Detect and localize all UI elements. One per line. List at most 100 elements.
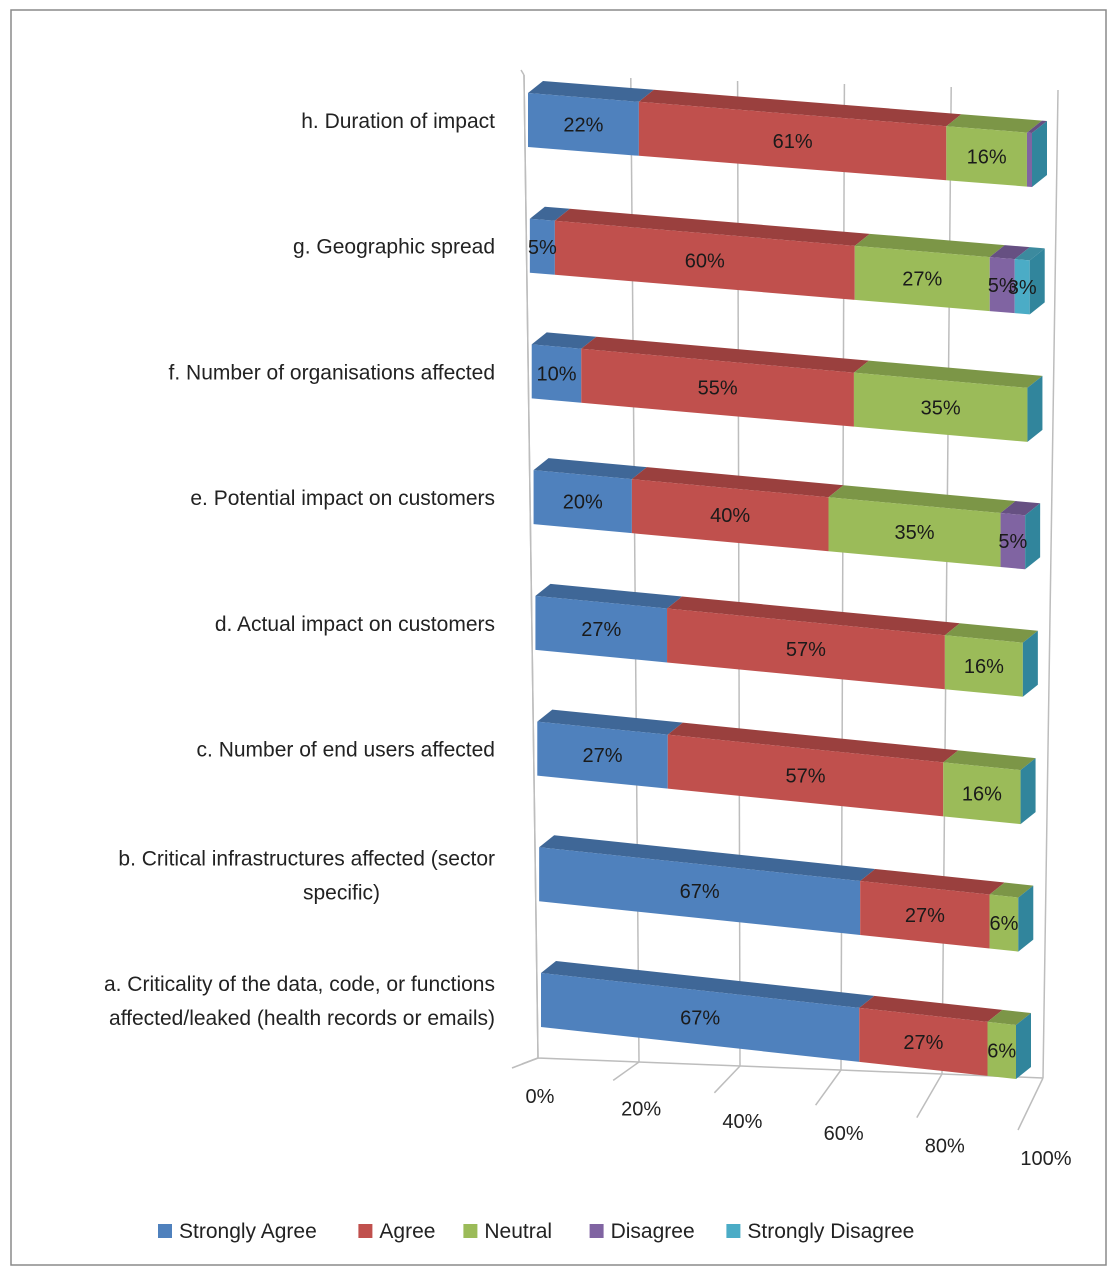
category-label: b. Critical infrastructures affected (se… bbox=[118, 847, 495, 904]
bar-top-face bbox=[946, 114, 1042, 133]
bar-end-face bbox=[1025, 503, 1041, 570]
bar-top-face bbox=[581, 336, 869, 373]
data-label: 40% bbox=[710, 505, 750, 527]
bar-top-face bbox=[1000, 501, 1041, 516]
bar-segment bbox=[638, 101, 947, 181]
data-label: 57% bbox=[786, 639, 826, 661]
bar-segment bbox=[860, 880, 990, 949]
bar-top-face bbox=[529, 206, 570, 221]
bars: 67% 27% 6% 67% 27% 6% 27% 57% 16% 27% 57% 16% 20% 40%… bbox=[528, 81, 1047, 1079]
floor-gridline bbox=[814, 1069, 842, 1106]
legend-swatch bbox=[158, 1224, 172, 1238]
legend-swatch bbox=[463, 1224, 478, 1238]
x-tick-label: 100% bbox=[1020, 1148, 1071, 1170]
category-label: f. Number of organisations affected bbox=[169, 361, 495, 384]
category-label: h. Duration of impact bbox=[301, 110, 495, 133]
data-label: 57% bbox=[785, 766, 825, 788]
legend: Strongly Agree Agree Neutral Disagree Strong… bbox=[158, 1220, 914, 1243]
category-label-line: c. Number of end users affected bbox=[197, 739, 495, 762]
floor-gridline bbox=[713, 1065, 741, 1094]
bar-top-face bbox=[1026, 120, 1047, 133]
axis-walls bbox=[520, 69, 1044, 1079]
bar-end-face bbox=[1016, 1013, 1031, 1079]
bar-segment bbox=[853, 372, 1028, 442]
data-label: 27% bbox=[581, 619, 621, 641]
floor-gridline bbox=[1017, 1077, 1044, 1131]
bar-top-face bbox=[828, 485, 1016, 514]
category-label-line: d. Actual impact on customers bbox=[215, 613, 495, 636]
data-label: 27% bbox=[905, 905, 945, 927]
bar-segment bbox=[946, 126, 1027, 187]
bar-segment bbox=[667, 734, 944, 817]
bar-segment bbox=[989, 257, 1015, 314]
bar-top-face bbox=[943, 750, 1036, 771]
data-label: 6% bbox=[987, 1040, 1016, 1062]
category-label-line: specific) bbox=[303, 881, 380, 904]
bar-top-face bbox=[944, 623, 1038, 643]
data-label: 67% bbox=[680, 1007, 720, 1029]
bar-segment bbox=[989, 894, 1019, 952]
data-label: 35% bbox=[921, 397, 961, 419]
bar-end-face bbox=[1029, 248, 1045, 315]
x-tick-label: 40% bbox=[722, 1111, 762, 1133]
x-tick-label: 0% bbox=[526, 1086, 555, 1108]
bar-top-face bbox=[554, 208, 870, 246]
bar-segment bbox=[554, 220, 855, 300]
bar-segment bbox=[987, 1021, 1016, 1079]
bar-segment bbox=[631, 479, 829, 552]
bar-top-face bbox=[528, 81, 654, 102]
data-label: 5% bbox=[988, 275, 1017, 297]
data-label: 67% bbox=[680, 881, 720, 903]
bar-segment bbox=[944, 635, 1023, 697]
data-label: 16% bbox=[967, 146, 1007, 168]
bar-top-face bbox=[1014, 247, 1045, 261]
bar-top-face bbox=[631, 467, 844, 498]
x-tick-label: 60% bbox=[824, 1123, 864, 1145]
bar-end-face bbox=[1022, 630, 1038, 697]
bar-top-face bbox=[535, 583, 683, 609]
bar-top-face bbox=[987, 1009, 1031, 1025]
bar-segment bbox=[531, 344, 582, 403]
bar-segment bbox=[854, 245, 990, 312]
x-axis-ticks: 0% 20% 40% 60% 80% 100% bbox=[526, 1086, 1072, 1170]
category-label-line: e. Potential impact on customers bbox=[190, 487, 495, 510]
bar-top-face bbox=[539, 835, 876, 881]
bar-end-face bbox=[1020, 758, 1036, 825]
legend-swatch bbox=[589, 1224, 604, 1238]
bar-end-face bbox=[1032, 121, 1047, 187]
data-label: 61% bbox=[773, 131, 813, 153]
legend-label: Strongly Agree bbox=[179, 1220, 317, 1243]
bar-segment bbox=[533, 470, 632, 534]
data-label: 16% bbox=[962, 783, 1002, 805]
category-label-line: f. Number of organisations affected bbox=[169, 361, 495, 384]
bar-segment bbox=[1000, 513, 1026, 570]
legend-swatch bbox=[358, 1224, 373, 1238]
bar-segment bbox=[943, 762, 1021, 825]
x-tick-label: 80% bbox=[925, 1136, 965, 1158]
data-label: 27% bbox=[583, 745, 623, 767]
bar-top-face bbox=[989, 882, 1034, 898]
bar-segment bbox=[539, 847, 861, 935]
data-label: 55% bbox=[698, 378, 738, 400]
floor-gridline bbox=[612, 1061, 640, 1082]
category-label: g. Geographic spread bbox=[293, 236, 495, 259]
gridline bbox=[1042, 89, 1059, 1079]
data-label: 5% bbox=[528, 237, 557, 259]
bar-segment bbox=[529, 218, 555, 275]
bar-end-face bbox=[1027, 375, 1043, 442]
data-label: 10% bbox=[536, 364, 576, 386]
category-label: c. Number of end users affected bbox=[197, 739, 495, 762]
category-label-line: b. Critical infrastructures affected (se… bbox=[118, 847, 495, 870]
bar-top-face bbox=[541, 961, 875, 1008]
floor-gridline bbox=[916, 1073, 943, 1118]
bar-top-face bbox=[667, 722, 959, 763]
data-label: 27% bbox=[903, 1032, 943, 1054]
data-label: 16% bbox=[964, 656, 1004, 678]
legend-swatch bbox=[726, 1224, 741, 1238]
category-label-line: g. Geographic spread bbox=[293, 236, 495, 259]
bar-segment bbox=[828, 497, 1001, 568]
category-label: d. Actual impact on customers bbox=[215, 613, 495, 636]
category-label: e. Potential impact on customers bbox=[190, 487, 495, 510]
